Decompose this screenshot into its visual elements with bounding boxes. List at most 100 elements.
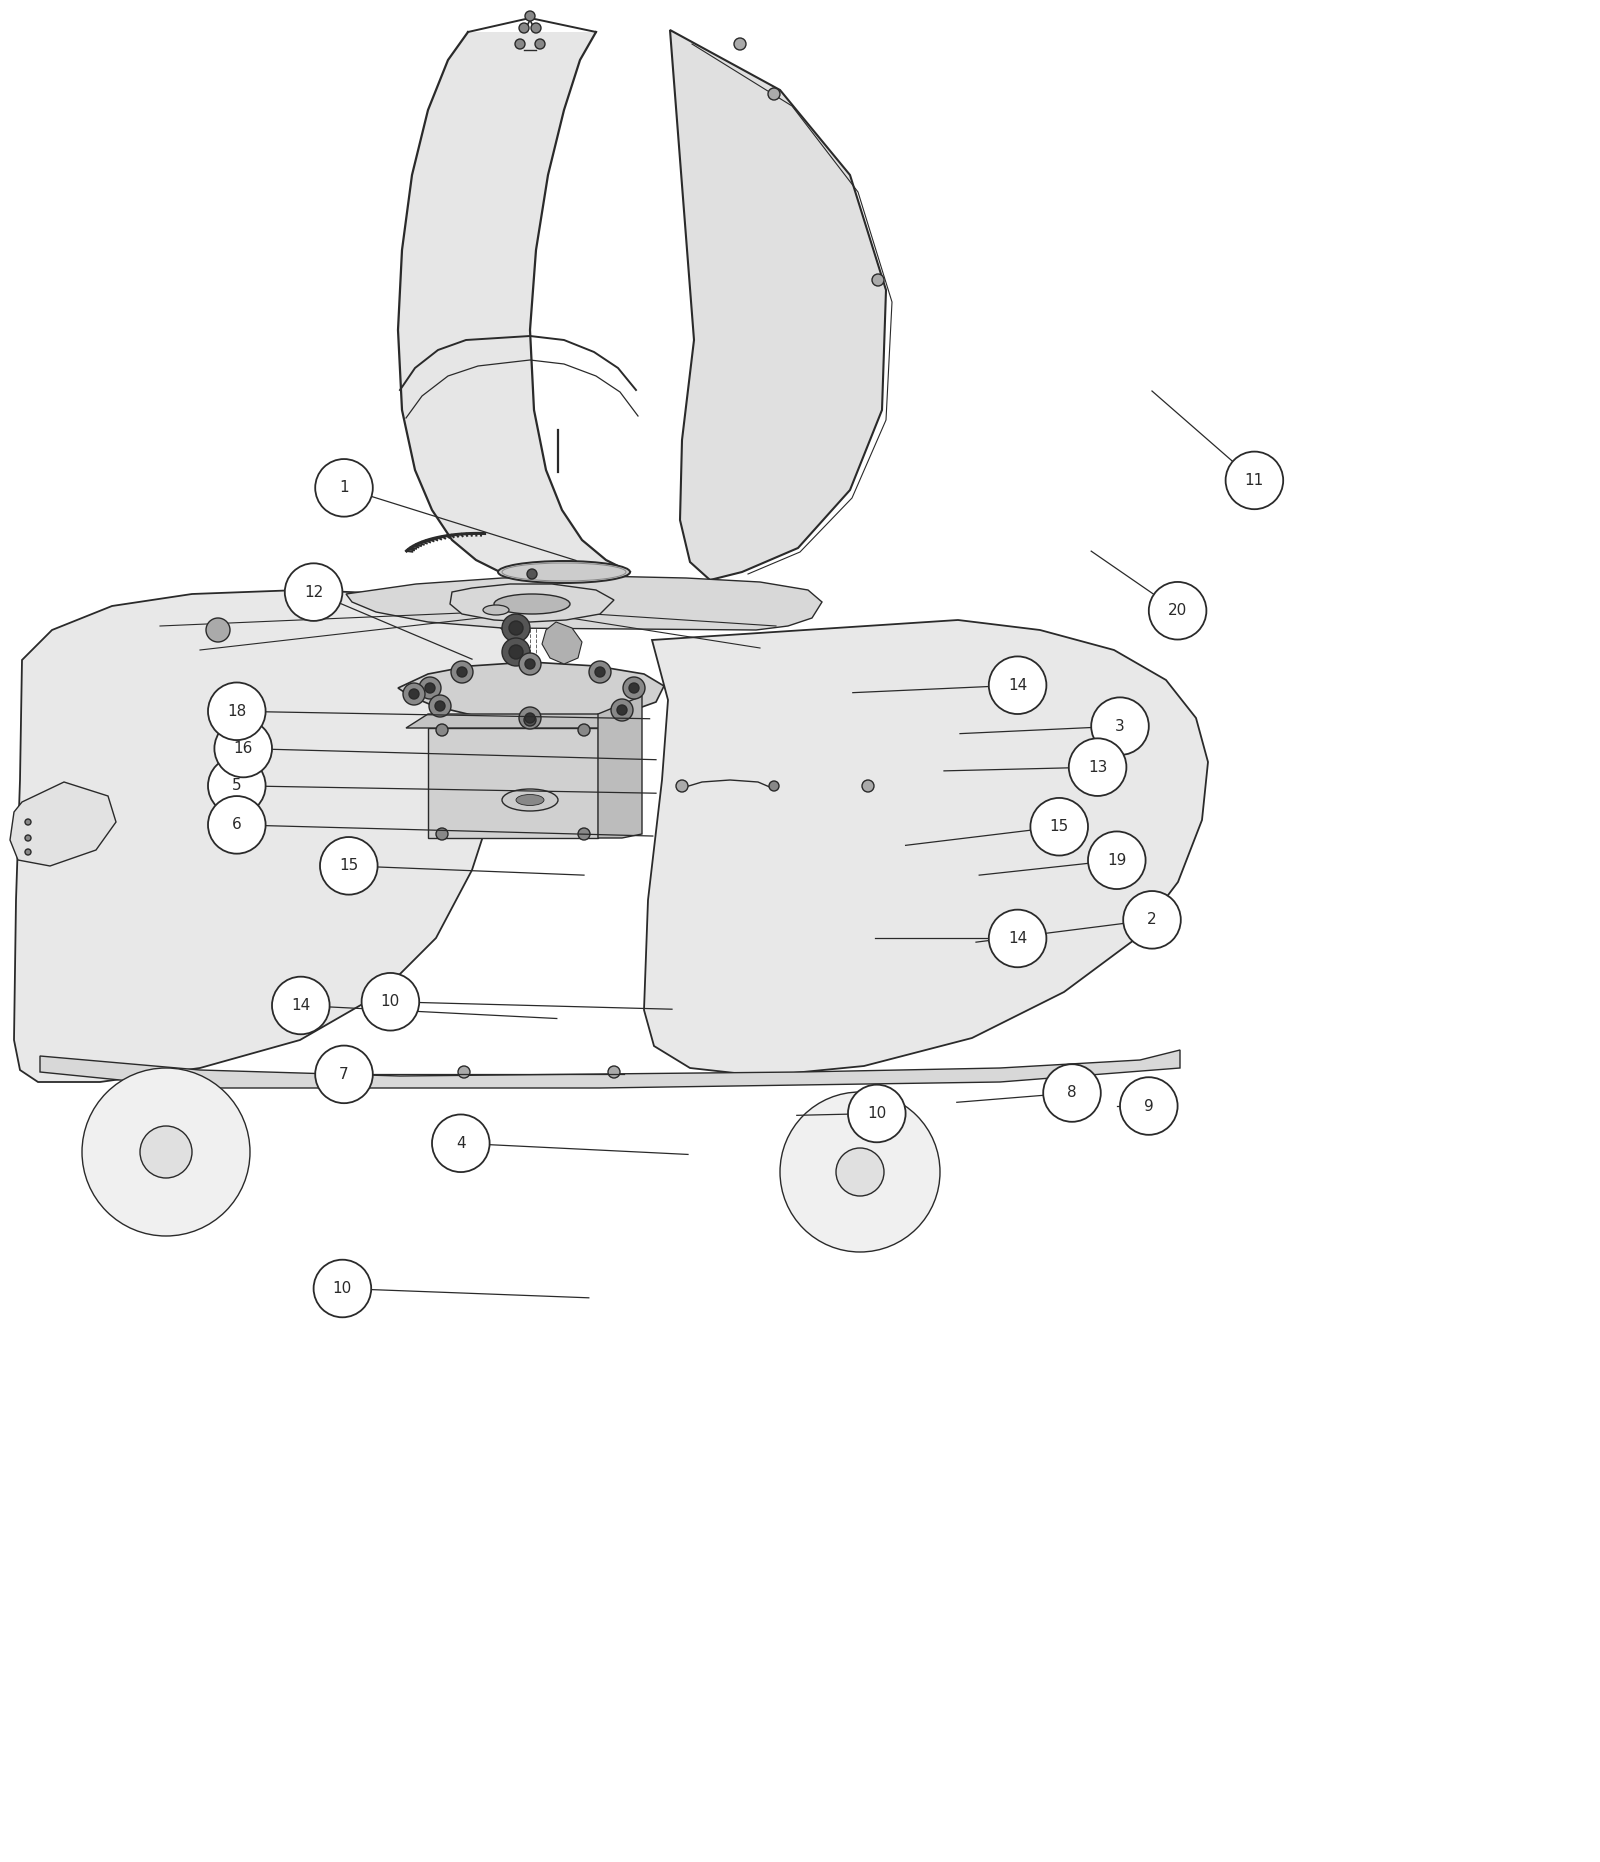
Circle shape [578, 724, 590, 735]
Text: 15: 15 [339, 858, 358, 873]
Circle shape [589, 661, 611, 683]
Circle shape [781, 1091, 941, 1251]
Circle shape [214, 721, 272, 776]
Text: 5: 5 [232, 778, 242, 793]
Circle shape [272, 978, 330, 1033]
Circle shape [458, 1067, 470, 1078]
Circle shape [432, 1115, 490, 1171]
Circle shape [1043, 1065, 1101, 1121]
Text: 15: 15 [1050, 819, 1069, 834]
Circle shape [208, 758, 266, 814]
Text: 10: 10 [867, 1106, 886, 1121]
Circle shape [208, 683, 266, 739]
Circle shape [82, 1069, 250, 1236]
Polygon shape [542, 622, 582, 665]
Circle shape [509, 622, 523, 635]
Text: 6: 6 [232, 817, 242, 832]
Circle shape [435, 829, 448, 840]
Circle shape [26, 819, 30, 825]
Text: 2: 2 [1147, 912, 1157, 927]
Circle shape [578, 829, 590, 840]
Circle shape [208, 797, 266, 853]
Polygon shape [522, 721, 538, 801]
Text: 4: 4 [456, 1136, 466, 1151]
Polygon shape [14, 590, 515, 1082]
Circle shape [1149, 583, 1206, 639]
Polygon shape [398, 32, 630, 572]
Polygon shape [346, 575, 822, 629]
Circle shape [1030, 799, 1088, 855]
Text: 20: 20 [1168, 603, 1187, 618]
Circle shape [315, 1046, 373, 1102]
Circle shape [531, 22, 541, 34]
Ellipse shape [483, 605, 509, 614]
Text: 7: 7 [339, 1067, 349, 1082]
Ellipse shape [502, 562, 626, 581]
Polygon shape [398, 663, 664, 721]
Text: 18: 18 [227, 704, 246, 719]
Circle shape [458, 667, 467, 678]
Text: 16: 16 [234, 741, 253, 756]
Polygon shape [598, 696, 642, 838]
Text: 19: 19 [1107, 853, 1126, 868]
Circle shape [525, 713, 534, 722]
Circle shape [403, 683, 426, 706]
Text: 10: 10 [381, 994, 400, 1009]
Circle shape [285, 564, 342, 620]
Polygon shape [10, 782, 115, 866]
Circle shape [611, 698, 634, 721]
Circle shape [629, 683, 638, 693]
Circle shape [429, 695, 451, 717]
Circle shape [525, 11, 534, 20]
Polygon shape [406, 713, 622, 728]
Circle shape [848, 1086, 906, 1141]
Circle shape [862, 780, 874, 791]
Circle shape [1091, 698, 1149, 754]
Circle shape [770, 780, 779, 791]
Circle shape [141, 1127, 192, 1179]
Circle shape [526, 570, 538, 579]
Circle shape [509, 644, 523, 659]
Circle shape [518, 654, 541, 676]
Circle shape [314, 1261, 371, 1316]
Text: 12: 12 [304, 585, 323, 600]
Circle shape [26, 849, 30, 855]
Circle shape [989, 911, 1046, 966]
Ellipse shape [498, 560, 630, 583]
Circle shape [1120, 1078, 1178, 1134]
Polygon shape [450, 585, 614, 622]
Circle shape [608, 1067, 621, 1078]
Text: 3: 3 [1115, 719, 1125, 734]
Circle shape [734, 37, 746, 50]
Text: 13: 13 [1088, 760, 1107, 775]
Circle shape [525, 659, 534, 668]
Text: 9: 9 [1144, 1099, 1154, 1113]
Circle shape [435, 700, 445, 711]
Circle shape [518, 708, 541, 730]
Circle shape [426, 683, 435, 693]
Circle shape [518, 22, 530, 34]
Circle shape [419, 678, 442, 698]
Polygon shape [670, 30, 886, 579]
Ellipse shape [502, 789, 558, 812]
Circle shape [320, 838, 378, 894]
Circle shape [451, 661, 474, 683]
Polygon shape [643, 620, 1208, 1076]
Circle shape [502, 614, 530, 642]
Circle shape [1226, 452, 1283, 508]
Circle shape [410, 689, 419, 698]
Circle shape [26, 834, 30, 842]
Ellipse shape [494, 594, 570, 614]
Text: 1: 1 [339, 480, 349, 495]
Circle shape [1069, 739, 1126, 795]
Ellipse shape [515, 795, 544, 806]
Text: 14: 14 [1008, 678, 1027, 693]
Circle shape [872, 274, 883, 287]
Circle shape [525, 713, 536, 726]
Circle shape [618, 706, 627, 715]
Circle shape [315, 460, 373, 516]
Text: 10: 10 [333, 1281, 352, 1296]
Text: 14: 14 [1008, 931, 1027, 946]
Text: 11: 11 [1245, 473, 1264, 488]
Circle shape [206, 618, 230, 642]
